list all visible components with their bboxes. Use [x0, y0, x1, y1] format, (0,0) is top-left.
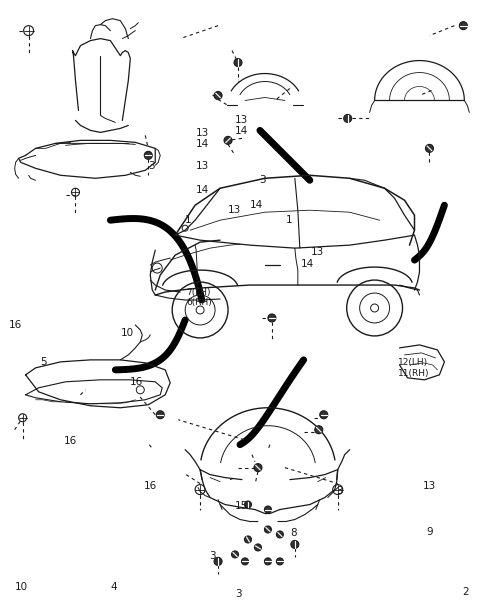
- Circle shape: [234, 58, 242, 66]
- Text: 14: 14: [301, 259, 314, 269]
- Text: 13: 13: [196, 128, 209, 138]
- Text: 4: 4: [111, 582, 118, 592]
- Text: 14: 14: [196, 139, 209, 150]
- Circle shape: [254, 544, 262, 551]
- Circle shape: [264, 506, 271, 513]
- Text: 3: 3: [148, 161, 155, 171]
- Text: 16: 16: [130, 376, 143, 387]
- Circle shape: [291, 541, 299, 548]
- Text: 3: 3: [336, 486, 342, 496]
- Text: 13: 13: [196, 161, 209, 171]
- Circle shape: [254, 464, 262, 472]
- Circle shape: [144, 151, 152, 159]
- Text: 13: 13: [311, 247, 324, 257]
- Circle shape: [231, 551, 239, 558]
- Text: 3: 3: [235, 589, 242, 599]
- Circle shape: [276, 531, 283, 538]
- Circle shape: [264, 526, 271, 533]
- Circle shape: [459, 22, 468, 30]
- Text: 12(LH): 12(LH): [398, 358, 428, 367]
- Circle shape: [214, 558, 222, 565]
- Text: 15: 15: [235, 501, 249, 511]
- Circle shape: [244, 501, 252, 508]
- Text: 14: 14: [235, 126, 249, 136]
- Circle shape: [276, 558, 283, 565]
- Text: 1: 1: [184, 215, 191, 226]
- Circle shape: [425, 144, 433, 153]
- Text: 16: 16: [144, 481, 156, 491]
- Circle shape: [315, 426, 323, 434]
- Circle shape: [224, 136, 232, 144]
- Text: 14: 14: [250, 199, 264, 210]
- Circle shape: [264, 558, 271, 565]
- Text: 8: 8: [290, 528, 297, 538]
- Circle shape: [344, 114, 352, 122]
- Text: 3: 3: [209, 551, 216, 561]
- Text: 13: 13: [423, 481, 436, 491]
- Text: 14: 14: [196, 185, 209, 195]
- Text: 6(RH): 6(RH): [186, 299, 212, 307]
- Text: 9: 9: [427, 527, 433, 537]
- Text: 10: 10: [120, 328, 133, 338]
- Text: 16: 16: [64, 436, 77, 446]
- Text: 5: 5: [40, 358, 47, 367]
- Text: 2: 2: [463, 587, 469, 597]
- Circle shape: [214, 91, 222, 100]
- Text: 3: 3: [259, 175, 266, 185]
- Circle shape: [320, 411, 328, 419]
- Circle shape: [156, 411, 164, 419]
- Text: 16: 16: [9, 320, 23, 330]
- Text: 13: 13: [235, 114, 249, 125]
- Text: 13: 13: [228, 205, 241, 215]
- Text: 1: 1: [286, 215, 292, 226]
- Circle shape: [268, 314, 276, 322]
- Text: 10: 10: [15, 582, 28, 592]
- Text: 7(LH): 7(LH): [186, 288, 211, 297]
- Circle shape: [244, 536, 252, 543]
- Text: 11(RH): 11(RH): [398, 368, 430, 378]
- Circle shape: [241, 558, 249, 565]
